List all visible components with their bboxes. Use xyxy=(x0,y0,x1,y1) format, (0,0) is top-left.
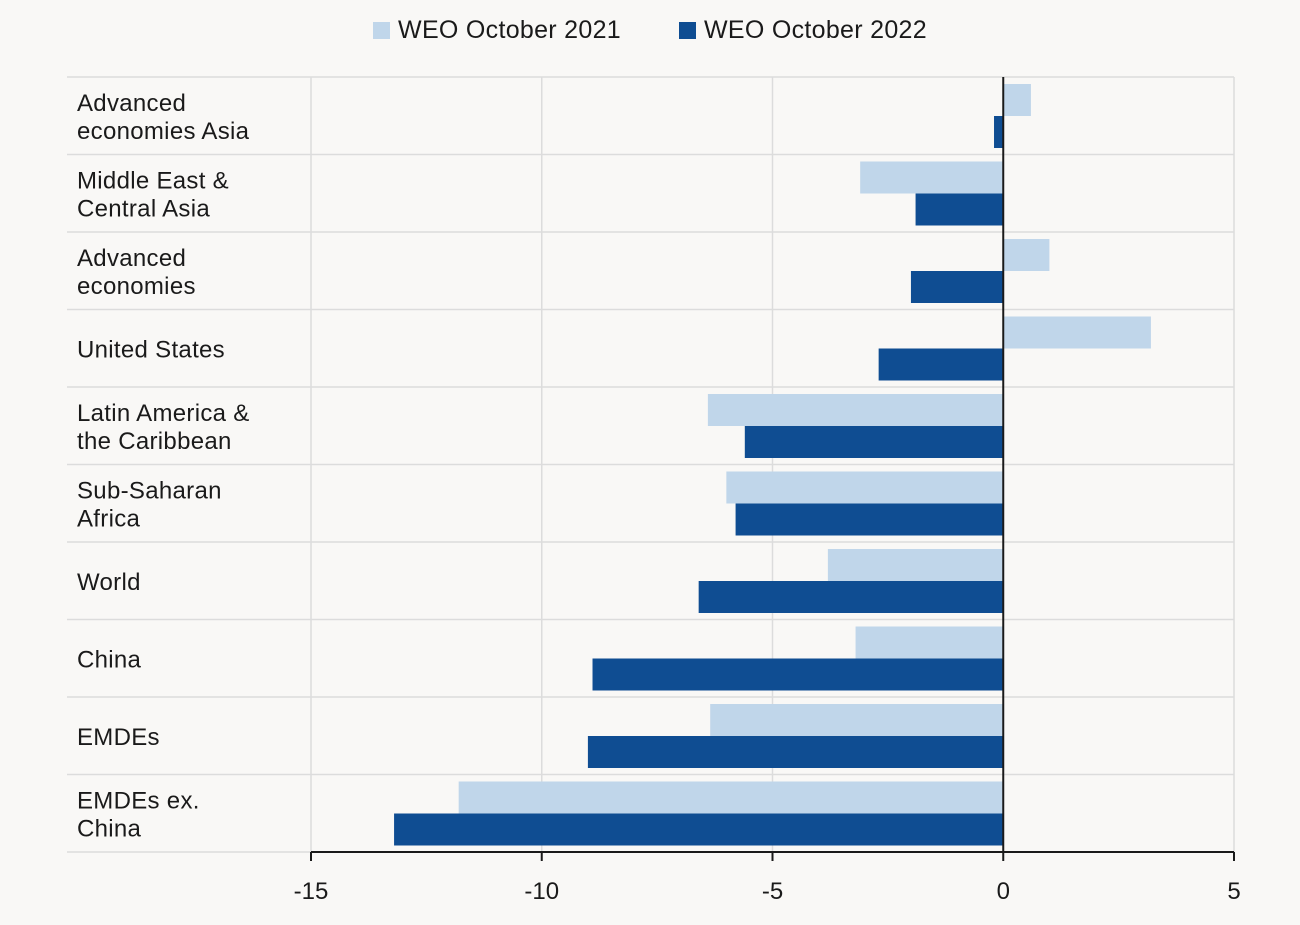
bar-2022 xyxy=(592,658,1004,691)
bar-2022 xyxy=(878,348,1004,381)
legend-item-2022: WEO October 2022 xyxy=(679,16,927,45)
bar-2022 xyxy=(394,813,1004,846)
legend-swatch-2021 xyxy=(373,22,391,39)
category-label: United States xyxy=(77,336,225,363)
bar-2022 xyxy=(698,581,1004,613)
category-label: China xyxy=(77,646,142,673)
bar-2021 xyxy=(707,394,1004,426)
x-tick-label: 5 xyxy=(1227,878,1240,905)
legend: WEO October 2021 WEO October 2022 xyxy=(0,16,1300,45)
category-label: Sub-Saharan Africa xyxy=(77,477,222,532)
bar-2021 xyxy=(1003,316,1151,349)
category-label: World xyxy=(77,569,141,596)
bar-2021 xyxy=(1003,239,1050,271)
category-label: Middle East & Central Asia xyxy=(77,167,229,222)
bar-2021 xyxy=(1003,84,1031,116)
x-tick-label: -5 xyxy=(762,878,783,905)
legend-label-2022: WEO October 2022 xyxy=(704,16,927,44)
bar-2021 xyxy=(860,161,1004,194)
category-label: Advanced economies Asia xyxy=(77,90,250,145)
bar-2022 xyxy=(994,116,1004,148)
bar-2022 xyxy=(735,503,1004,536)
category-label: Advanced economies xyxy=(77,245,196,300)
category-label: EMDEs ex. China xyxy=(77,787,200,842)
x-tick-label: -10 xyxy=(524,878,559,905)
legend-label-2021: WEO October 2021 xyxy=(398,16,621,44)
bar-2021 xyxy=(458,781,1004,814)
legend-swatch-2022 xyxy=(679,22,696,39)
bar-2021 xyxy=(827,549,1004,581)
bar-2021 xyxy=(710,704,1004,736)
category-label: Latin America & the Caribbean xyxy=(77,400,250,455)
bar-2022 xyxy=(744,426,1004,458)
bar-2022 xyxy=(915,193,1004,226)
bar-2022 xyxy=(910,271,1004,303)
bar-2021 xyxy=(726,471,1004,504)
x-tick-label: -15 xyxy=(294,878,329,905)
x-tick-label: 0 xyxy=(997,878,1010,905)
bar-2021 xyxy=(855,626,1004,659)
category-label: EMDEs xyxy=(77,724,160,751)
legend-item-2021: WEO October 2021 xyxy=(373,16,621,45)
bar-2022 xyxy=(587,736,1004,768)
